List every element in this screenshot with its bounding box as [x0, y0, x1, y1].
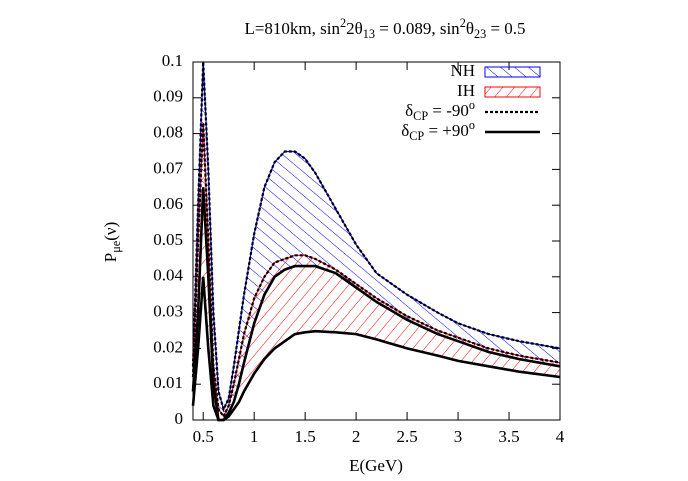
text-part: o: [469, 118, 475, 132]
y-tick-label: 0: [175, 409, 184, 428]
y-tick-label: 0.09: [153, 87, 183, 106]
x-tick-label: 1.5: [295, 427, 316, 446]
text-part: θ: [466, 19, 474, 38]
legend-swatch: [484, 66, 541, 78]
y-tick-label: 0.04: [153, 266, 183, 285]
x-tick-label: 2.5: [396, 427, 417, 446]
text-part: CP: [409, 129, 424, 143]
text-part: P: [101, 253, 120, 262]
delta-curve: [191, 122, 561, 419]
y-tick-label: 0.08: [153, 123, 183, 142]
x-tick-label: 4: [556, 427, 565, 446]
text-part: 13: [363, 27, 375, 41]
text-part: CP: [413, 109, 428, 123]
x-tick-label: 2: [352, 427, 361, 446]
band-area: [193, 62, 560, 420]
y-tick-label: 0.07: [153, 158, 183, 177]
y-tick-label: 0.03: [153, 302, 183, 321]
text-part: = 0.5: [486, 19, 525, 38]
text-part: L=810km, sin: [244, 19, 340, 38]
x-tick-label: 3.5: [498, 427, 519, 446]
y-tick-label: 0.06: [153, 194, 183, 213]
x-tick-label: 0.5: [193, 427, 214, 446]
text-part: 23: [474, 27, 486, 41]
y-tick-label: 0.01: [153, 373, 183, 392]
y-tick-label: 0.02: [153, 337, 183, 356]
delta-curve: [191, 187, 561, 422]
text-part: o: [469, 98, 475, 112]
text-part: = -90: [428, 101, 469, 120]
text-part: 2θ: [346, 19, 363, 38]
legend-label: IH: [457, 81, 475, 100]
text-part: = +90: [424, 121, 469, 140]
plot-frame: [192, 61, 561, 421]
legend-swatch: [484, 86, 541, 98]
text-part: δ: [405, 101, 413, 120]
delta-curve: [191, 61, 561, 413]
text-part: = 0.089, sin: [375, 19, 460, 38]
legend-label: NH: [450, 61, 475, 80]
delta-curve: [191, 276, 561, 422]
text-part: 2: [460, 16, 466, 30]
text-part: δ: [401, 121, 409, 140]
legend-label: δCP = +90o: [401, 118, 475, 143]
x-axis-label: E(GeV): [349, 456, 403, 475]
y-axis-label: Pμe(ν): [101, 222, 123, 262]
text-part: μe: [109, 241, 123, 253]
text-part: 2: [340, 16, 346, 30]
chart-title: L=810km, sin22θ13 = 0.089, sin2θ23 = 0.5: [244, 16, 525, 41]
legend-label: δCP = -90o: [405, 98, 475, 123]
text-part: (ν): [101, 222, 120, 241]
y-tick-label: 0.05: [153, 230, 183, 249]
y-tick-label: 0.1: [162, 51, 183, 70]
x-tick-label: 1: [250, 427, 259, 446]
x-tick-label: 3: [454, 427, 463, 446]
